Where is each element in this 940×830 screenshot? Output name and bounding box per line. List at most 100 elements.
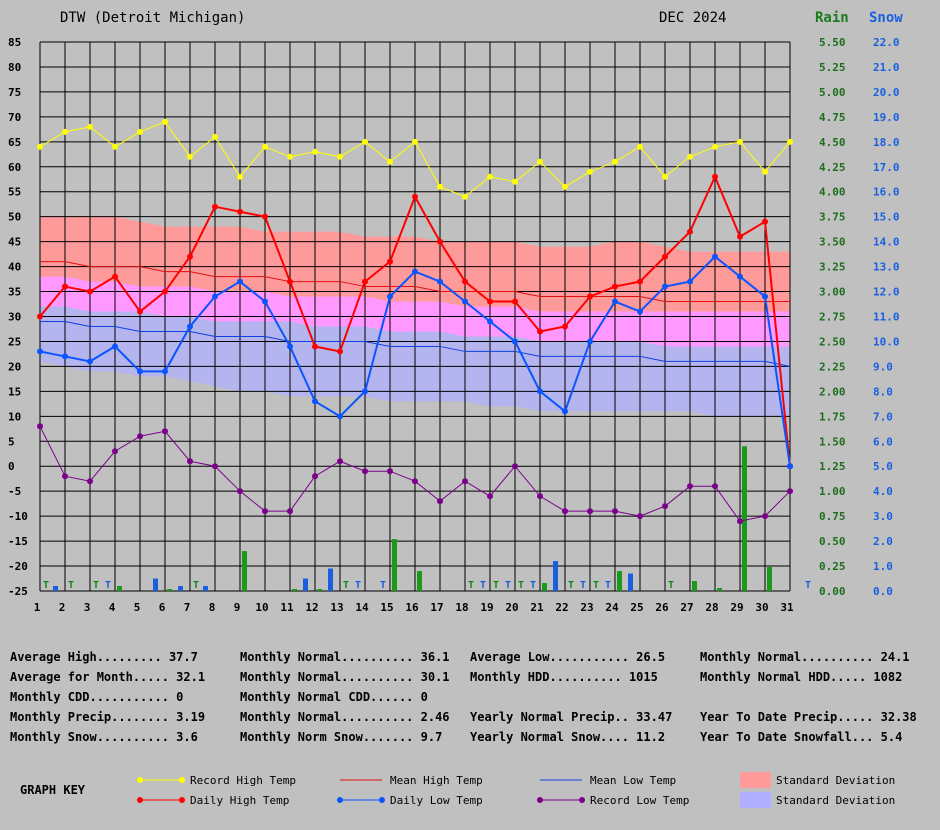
rain-bar <box>542 583 547 591</box>
record-high-line-point <box>87 123 93 130</box>
key-label: Record High Temp <box>190 774 296 787</box>
stat-item: Yearly Normal Snow.... 11.2 <box>470 730 665 744</box>
temp-tick-label: 80 <box>8 61 21 74</box>
stat-label: Year To Date Precip..... <box>700 710 874 724</box>
record-high-line-point <box>62 128 68 135</box>
daily-low-line-point <box>562 408 568 415</box>
key-swatch-dot <box>337 797 343 803</box>
record-low-line-point <box>387 468 393 475</box>
record-low-line-point <box>587 508 593 515</box>
stat-item: Average for Month..... 32.1 <box>10 670 205 684</box>
day-tick-label: 23 <box>580 601 593 614</box>
stat-label: Average High......... <box>10 650 162 664</box>
snow-tick-label: 13.0 <box>873 261 900 274</box>
daily-low-line-point <box>612 298 618 305</box>
snow-trace-label: T <box>355 580 361 591</box>
temp-tick-label: -10 <box>8 510 28 523</box>
snow-tick-label: 12.0 <box>873 286 900 299</box>
snow-tick-label: 3.0 <box>873 510 893 523</box>
daily-low-line-point <box>187 323 193 330</box>
rain-trace-label: T <box>518 580 524 591</box>
stat-value: 9.7 <box>413 730 443 744</box>
snow-trace-label: T <box>480 580 486 591</box>
daily-low-line-point <box>337 413 343 420</box>
snow-axis-title: Snow <box>869 10 903 26</box>
temp-tick-label: 15 <box>8 385 21 398</box>
rain-trace-label: T <box>493 580 499 591</box>
daily-low-line-point <box>262 298 268 305</box>
snow-trace-label: T <box>380 580 386 591</box>
record-low-line-point <box>437 498 443 505</box>
temp-tick-label: -25 <box>8 585 28 598</box>
snow-trace-label: T <box>805 580 811 591</box>
snow-bar <box>628 573 633 591</box>
record-high-line-point <box>487 173 493 180</box>
daily-low-line-point <box>687 278 693 285</box>
rain-tick-label: 2.00 <box>819 385 846 398</box>
day-tick-label: 4 <box>109 601 116 614</box>
snow-trace-label: T <box>530 580 536 591</box>
snow-tick-label: 11.0 <box>873 311 900 324</box>
record-low-line-point <box>737 518 743 525</box>
daily-low-line-point <box>762 293 768 300</box>
period-title: DEC 2024 <box>659 10 727 26</box>
key-label: Mean High Temp <box>390 774 483 787</box>
stat-label: Monthly Snow.......... <box>10 730 169 744</box>
stat-value: 1015 <box>621 670 658 684</box>
rain-tick-label: 0.00 <box>819 585 846 598</box>
day-tick-label: 11 <box>280 601 294 614</box>
stat-item: Year To Date Precip..... 32.38 <box>700 710 917 724</box>
record-low-line-point <box>337 458 343 465</box>
rain-tick-label: 3.25 <box>819 261 846 274</box>
record-low-line-point <box>87 478 93 485</box>
snow-trace-label: T <box>605 580 611 591</box>
rain-trace-label: T <box>593 580 599 591</box>
key-swatch-dot <box>579 797 585 803</box>
daily-low-line-point <box>487 318 493 325</box>
day-tick-label: 22 <box>555 601 568 614</box>
snow-tick-label: 16.0 <box>873 186 900 199</box>
record-high-line-point <box>312 148 318 155</box>
rain-axis-title: Rain <box>815 10 849 26</box>
temp-tick-label: 85 <box>8 36 21 49</box>
record-high-line-point <box>562 183 568 190</box>
record-high-line-point <box>212 133 218 140</box>
rain-bar <box>742 446 747 591</box>
day-tick-label: 27 <box>680 601 693 614</box>
rain-tick-label: 2.25 <box>819 360 846 373</box>
daily-low-line-point <box>212 293 218 300</box>
snow-bar <box>53 586 58 591</box>
stat-item: Yearly Normal Precip.. 33.47 <box>470 710 672 724</box>
stat-label: Monthly Precip........ <box>10 710 169 724</box>
rain-trace-label: T <box>93 580 99 591</box>
daily-high-line-point <box>737 233 743 240</box>
stat-value: 0 <box>413 690 428 704</box>
rain-trace-label: T <box>468 580 474 591</box>
key-swatch-dot <box>379 797 385 803</box>
day-tick-label: 15 <box>380 601 393 614</box>
rain-tick-label: 1.75 <box>819 410 846 423</box>
stat-value: 5.4 <box>873 730 903 744</box>
daily-low-line-point <box>537 388 543 395</box>
rain-tick-label: 0.75 <box>819 510 846 523</box>
rain-tick-label: 1.00 <box>819 485 846 498</box>
record-low-line-point <box>62 473 68 480</box>
snow-tick-label: 19.0 <box>873 111 900 124</box>
stat-item: Monthly Normal.......... 2.46 <box>240 710 450 724</box>
stat-label: Monthly Normal HDD..... <box>700 670 867 684</box>
day-tick-label: 24 <box>605 601 619 614</box>
daily-low-line-point <box>462 298 468 305</box>
record-low-line-point <box>237 488 243 495</box>
daily-high-line-point <box>262 213 268 220</box>
daily-high-line-point <box>337 348 343 355</box>
rain-tick-label: 2.50 <box>819 335 846 348</box>
record-low-line-point <box>187 458 193 465</box>
daily-low-line-point <box>712 253 718 260</box>
temp-tick-label: 55 <box>8 186 21 199</box>
daily-high-line-point <box>587 293 593 300</box>
stat-label: Monthly Normal.......... <box>240 650 414 664</box>
stat-value: 30.1 <box>413 670 450 684</box>
snow-tick-label: 1.0 <box>873 560 893 573</box>
rain-bar <box>167 589 172 591</box>
